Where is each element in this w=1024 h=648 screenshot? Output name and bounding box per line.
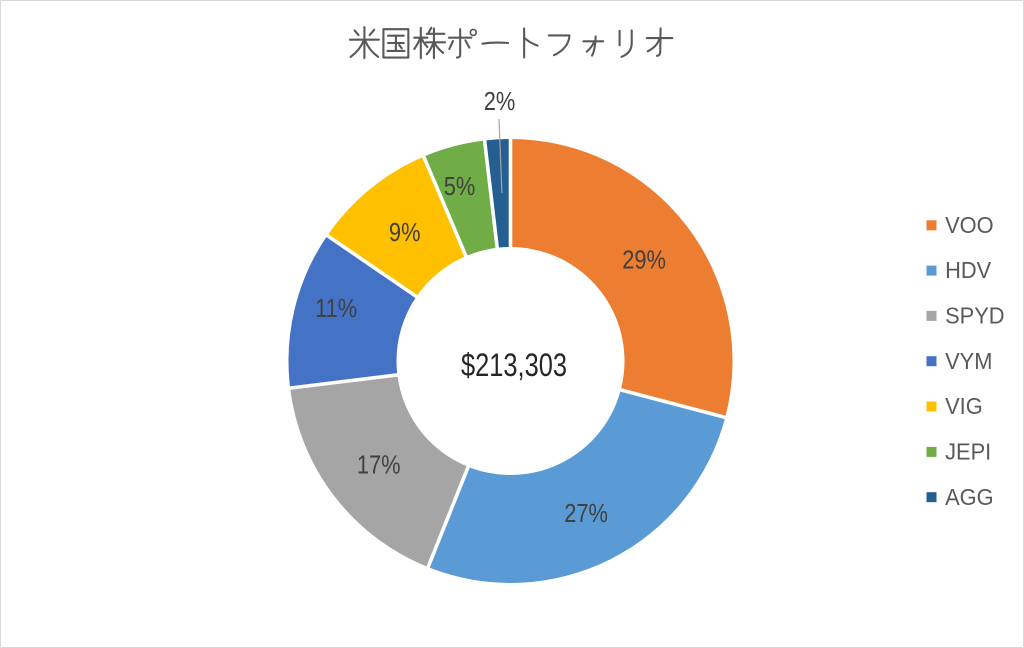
svg-text:$213,303: $213,303 <box>461 349 567 384</box>
svg-text:VIG: VIG <box>945 394 983 420</box>
svg-text:17%: 17% <box>357 451 401 480</box>
svg-text:SPYD: SPYD <box>945 303 1004 329</box>
svg-text:9%: 9% <box>389 218 421 247</box>
svg-text:29%: 29% <box>622 246 666 275</box>
svg-text:AGG: AGG <box>945 484 994 510</box>
svg-text:VYM: VYM <box>945 348 992 374</box>
svg-text:2%: 2% <box>484 87 516 116</box>
svg-text:VOO: VOO <box>945 212 994 238</box>
svg-text:27%: 27% <box>564 499 608 528</box>
svg-text:JEPI: JEPI <box>945 439 991 465</box>
svg-text:HDV: HDV <box>945 258 991 284</box>
svg-text:5%: 5% <box>444 172 476 201</box>
svg-text:11%: 11% <box>315 294 357 323</box>
